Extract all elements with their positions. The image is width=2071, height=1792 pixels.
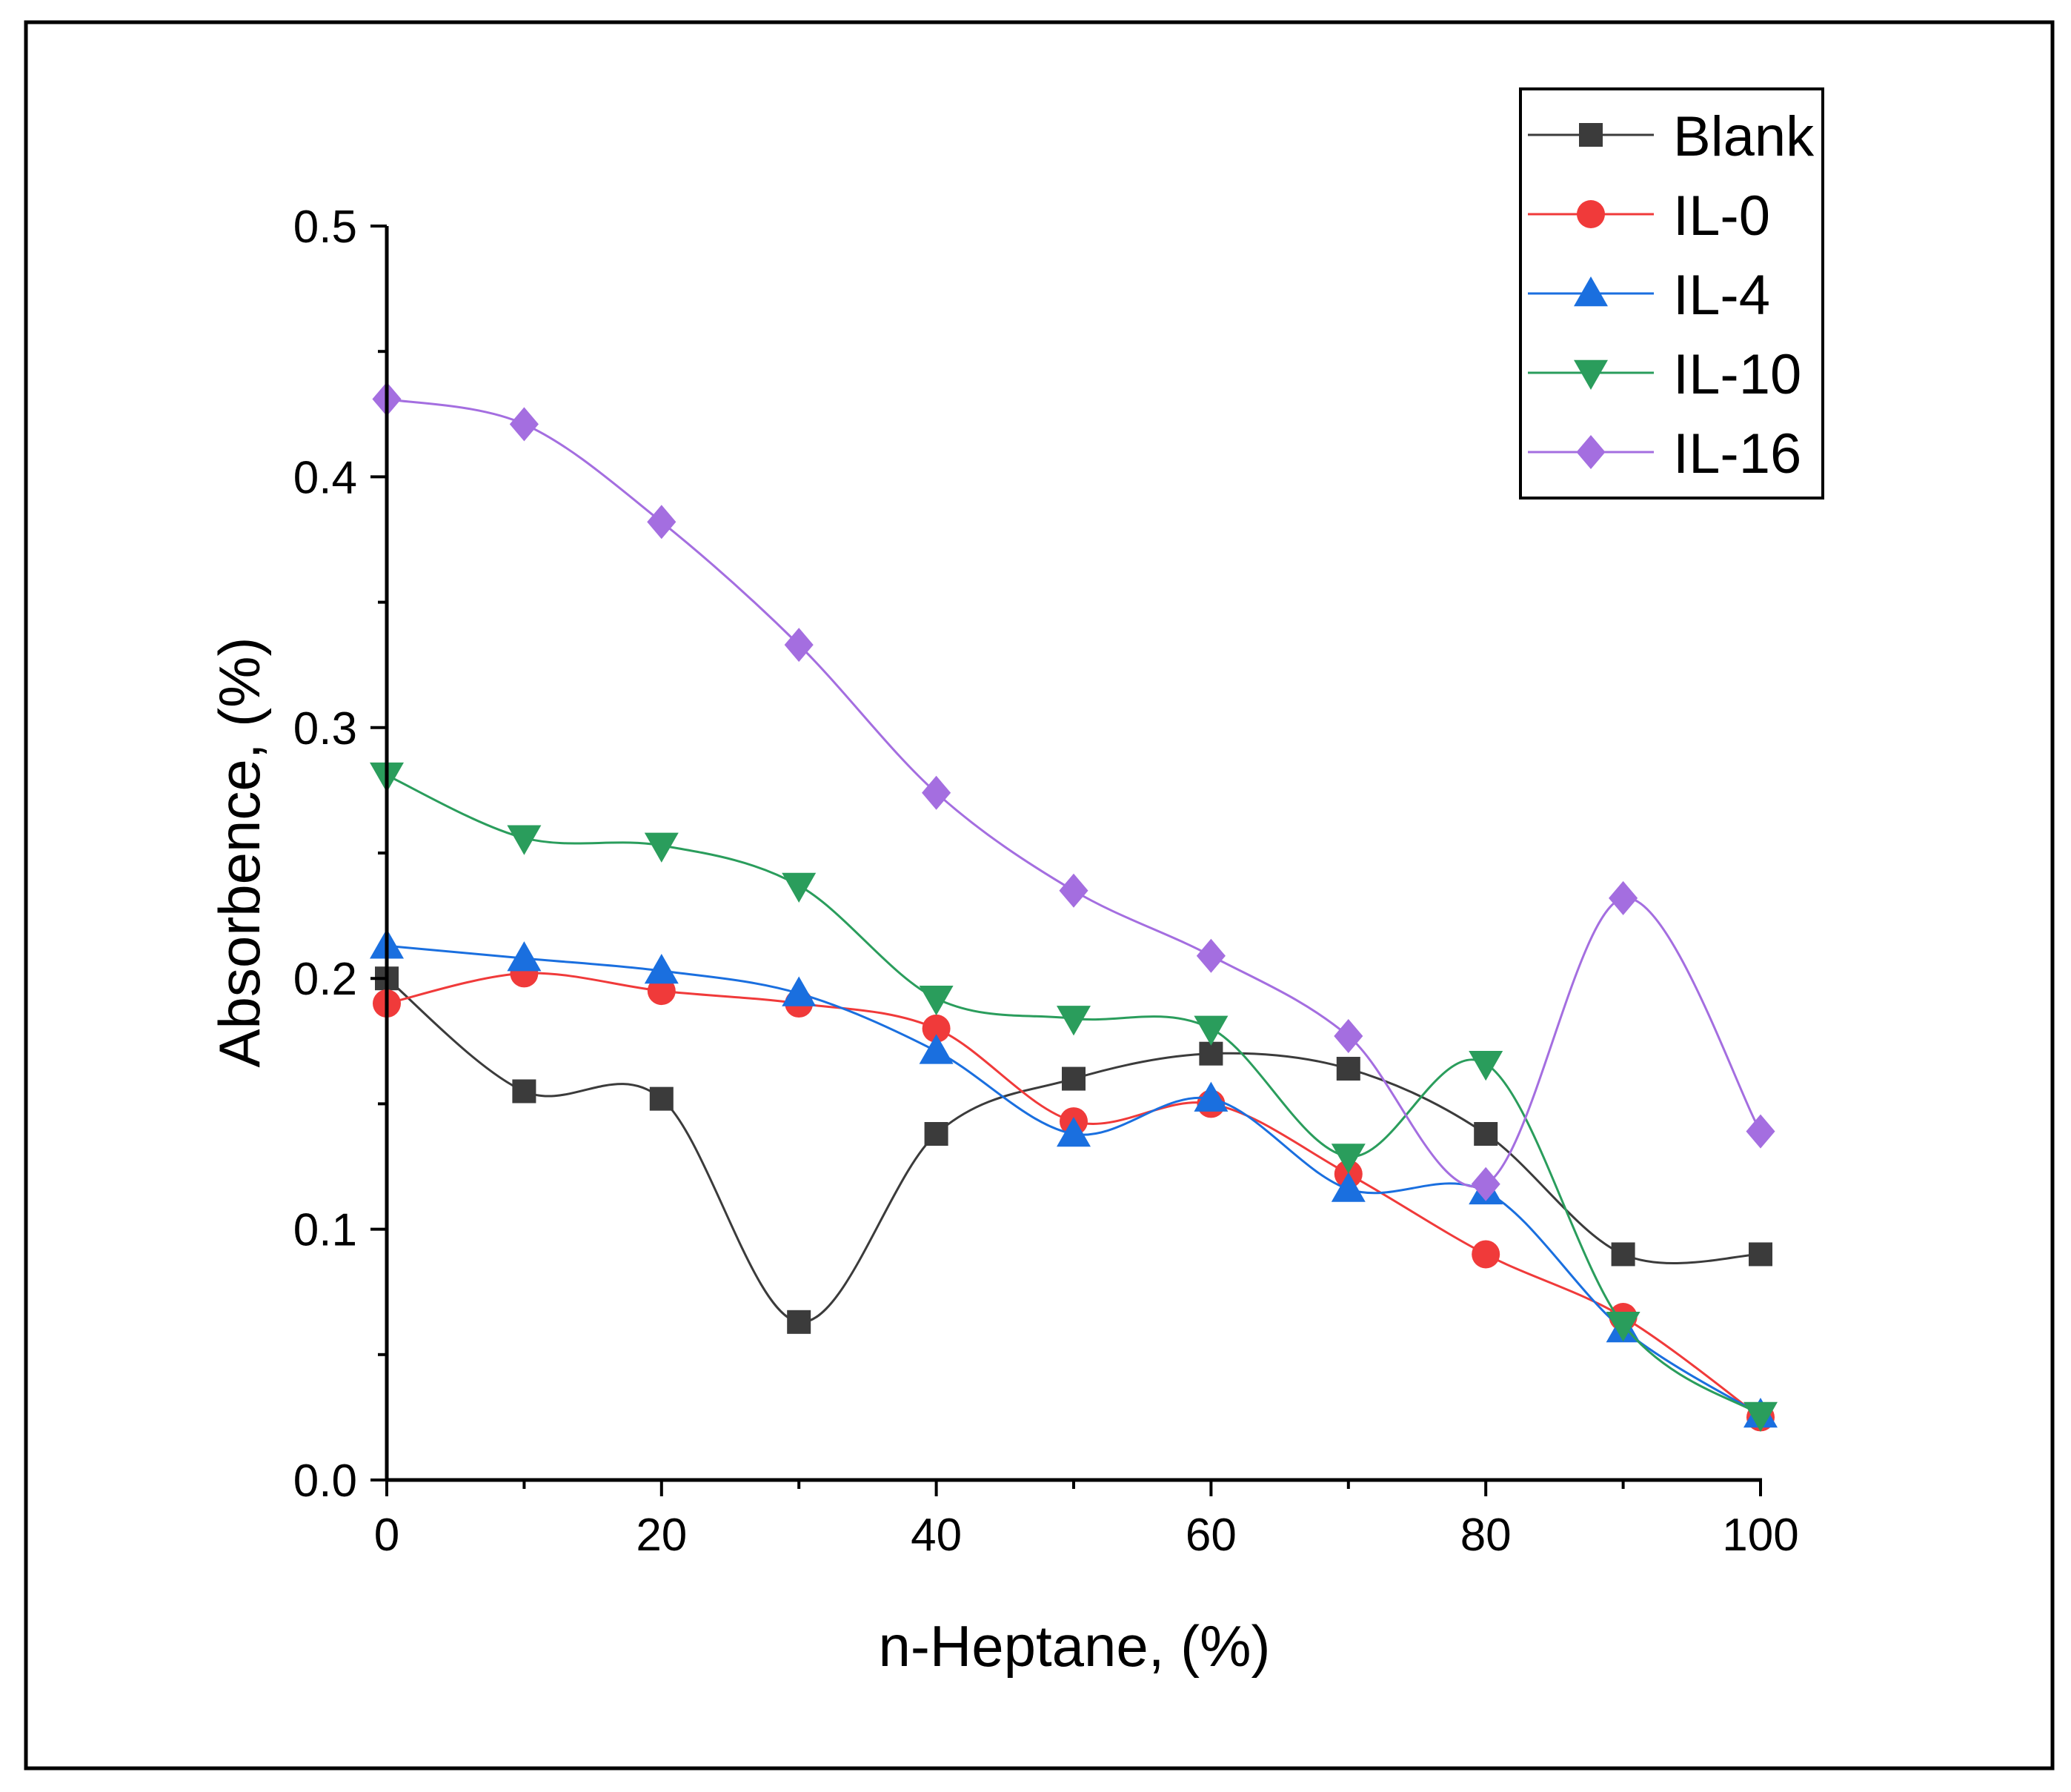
series-line [386,774,1761,1416]
y-tick-label: 0.1 [293,1205,357,1256]
data-point [507,941,542,972]
data-point [787,1310,811,1334]
y-tick-label: 0.0 [293,1456,357,1507]
data-point [784,628,814,663]
data-point [1746,1114,1775,1149]
data-point [922,775,951,810]
legend-marker [1574,359,1608,390]
data-point [1062,1066,1086,1091]
data-point [919,1034,954,1064]
x-tick-label: 80 [1460,1510,1512,1561]
data-point [1199,1041,1223,1066]
legend-label: IL-0 [1673,185,1770,248]
y-tick-label: 0.4 [293,452,357,503]
series-line [386,944,1761,1416]
x-axis-label: n-Heptane, (%) [879,1613,1271,1679]
data-point [507,825,542,855]
data-point [647,505,677,540]
x-tick-label: 40 [911,1510,962,1561]
data-point [1611,1242,1635,1267]
data-point [644,832,679,863]
data-point [1334,1019,1363,1054]
data-point [919,986,954,1016]
y-tick-label: 0.2 [293,954,357,1005]
plot-series [370,382,1778,1433]
legend-label: IL-4 [1673,264,1770,327]
data-point [1474,1122,1498,1146]
data-point [924,1122,948,1146]
legend-marker [1574,276,1608,307]
legend-label: IL-10 [1673,343,1801,406]
legend-label: Blank [1673,105,1815,168]
y-tick-label: 0.3 [293,703,357,754]
axis-ticks: 0 20 40 60 80 100 0.0 0.1 0.2 0.3 0.4 0.5 [293,202,1799,1561]
series-line [386,398,1762,1188]
legend-item: Blank [1528,105,1815,168]
legend-item: IL-4 [1528,264,1770,327]
data-point [644,954,679,984]
x-tick-label: 0 [374,1510,399,1561]
data-point [649,1086,674,1111]
data-point [1057,1006,1091,1036]
data-point [509,407,539,442]
data-point [782,872,817,903]
legend-marker [1579,123,1603,147]
x-tick-label: 100 [1722,1510,1798,1561]
data-point [647,977,676,1006]
legend-label: IL-16 [1673,422,1801,485]
data-point [1336,1057,1360,1081]
data-point [1194,1015,1229,1046]
data-point [1609,880,1638,915]
legend-marker [1576,435,1606,469]
data-point [1743,1401,1778,1433]
y-tick-label: 0.5 [293,202,357,253]
data-point [1471,1167,1500,1201]
legend-item: IL-10 [1528,343,1801,406]
series-il-10 [370,762,1778,1433]
legend-item: IL-16 [1528,422,1801,485]
data-point [782,976,817,1006]
data-point [1469,1051,1503,1081]
legend: Blank IL-0 IL-4 IL-10 IL-16 [1519,87,1824,500]
data-point [1059,873,1088,908]
x-tick-label: 20 [636,1510,687,1561]
data-point [1194,1081,1229,1112]
data-point [1606,1311,1640,1342]
series-il-16 [372,382,1775,1201]
series-il-4 [370,929,1778,1428]
x-tick-label: 60 [1186,1510,1237,1561]
legend-item: IL-0 [1528,185,1770,248]
data-point [1331,1144,1366,1174]
data-point [922,1014,951,1043]
data-point [1331,1172,1366,1202]
data-point [512,1079,536,1104]
series-blank [375,966,1772,1334]
data-point [1196,938,1226,973]
data-point [1057,1117,1091,1147]
data-point [1472,1240,1500,1269]
y-axis-label: Absorbence, (%) [207,637,272,1068]
data-point [1749,1242,1772,1267]
legend-marker [1577,200,1605,228]
